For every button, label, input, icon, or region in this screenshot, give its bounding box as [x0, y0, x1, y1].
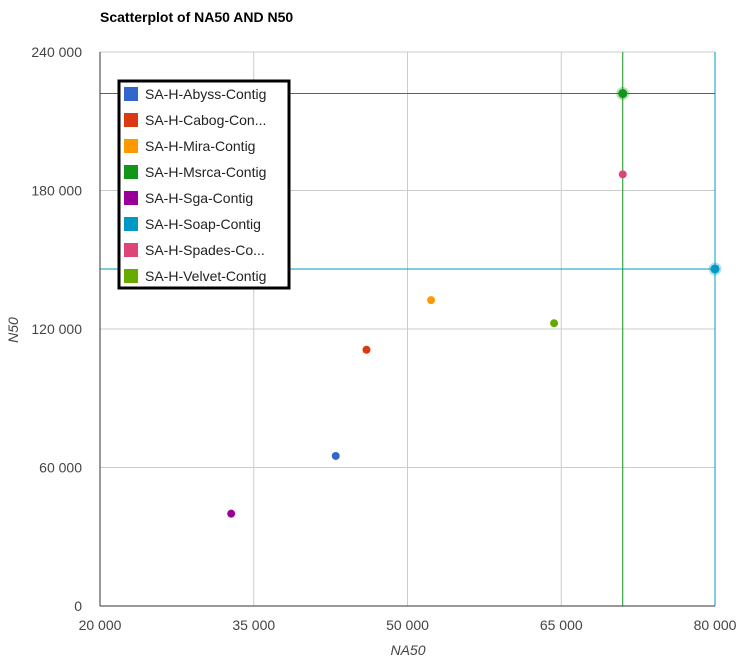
y-axis-ticks: 0 60 000 120 000 180 000 240 000	[31, 44, 82, 614]
legend-item-label[interactable]: SA-H-Abyss-Contig	[145, 86, 266, 102]
legend-swatch	[124, 217, 138, 231]
x-axis-label: NA50	[390, 642, 425, 658]
data-point[interactable]	[550, 319, 559, 328]
y-tick-label: 0	[74, 598, 82, 614]
legend-swatch	[124, 165, 138, 179]
axes	[99, 52, 715, 607]
y-tick-label: 180 000	[31, 183, 82, 199]
data-point[interactable]	[618, 170, 627, 179]
legend-swatch	[124, 269, 138, 283]
y-axis-label: N50	[5, 317, 21, 343]
data-point[interactable]	[362, 345, 371, 354]
data-points	[227, 87, 722, 518]
y-tick-label: 60 000	[39, 460, 82, 476]
y-tick-label: 120 000	[31, 321, 82, 337]
legend-swatch	[124, 191, 138, 205]
legend-item-label[interactable]: SA-H-Soap-Contig	[145, 216, 261, 232]
data-point[interactable]	[427, 296, 436, 305]
data-point[interactable]	[618, 89, 628, 99]
legend-box	[117, 79, 291, 290]
x-tick-label: 65 000	[540, 617, 583, 633]
chart-title: Scatterplot of NA50 AND N50	[100, 9, 293, 25]
legend-swatch	[124, 243, 138, 257]
y-tick-label: 240 000	[31, 44, 82, 60]
x-tick-label: 20 000	[79, 617, 122, 633]
data-point[interactable]	[710, 264, 720, 274]
legend-item-label[interactable]: SA-H-Cabog-Con...	[145, 112, 266, 128]
legend-item-label[interactable]: SA-H-Spades-Co...	[145, 242, 265, 258]
data-point[interactable]	[227, 509, 236, 518]
data-point[interactable]	[331, 451, 340, 460]
x-tick-label: 35 000	[232, 617, 275, 633]
legend: SA-H-Abyss-Contig SA-H-Cabog-Con... SA-H-M…	[117, 79, 291, 290]
legend-swatch	[124, 113, 138, 127]
legend-swatch	[124, 139, 138, 153]
x-tick-label: 80 000	[694, 617, 737, 633]
x-axis-ticks: 20 000 35 000 50 000 65 000 80 000	[79, 617, 737, 633]
legend-item-label[interactable]: SA-H-Mira-Contig	[145, 138, 255, 154]
legend-item-label[interactable]: SA-H-Velvet-Contig	[145, 268, 266, 284]
legend-item-label[interactable]: SA-H-Sga-Contig	[145, 190, 253, 206]
x-tick-label: 50 000	[386, 617, 429, 633]
legend-item-label[interactable]: SA-H-Msrca-Contig	[145, 164, 266, 180]
legend-swatch	[124, 87, 138, 101]
